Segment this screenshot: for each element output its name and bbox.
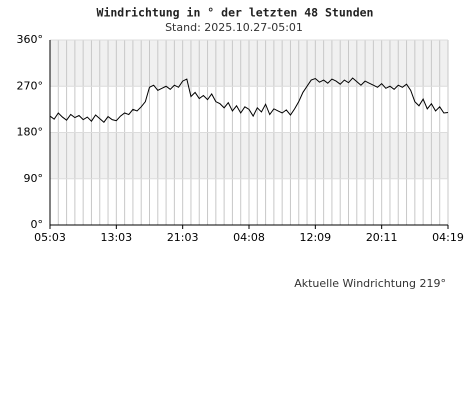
x-tick-label: 12:09 bbox=[299, 231, 331, 244]
x-tick-label: 13:03 bbox=[100, 231, 132, 244]
x-tick-label: 21:03 bbox=[167, 231, 199, 244]
y-tick-label: 180° bbox=[17, 126, 44, 139]
annotation: Aktuelle Windrichtung 219° bbox=[294, 277, 446, 290]
y-tick-label: 0° bbox=[31, 218, 44, 231]
y-tick-label: 360° bbox=[17, 33, 44, 46]
x-tick-label: 20:11 bbox=[366, 231, 398, 244]
data-line bbox=[49, 77, 449, 123]
x-tick-label: 05:03 bbox=[34, 231, 66, 244]
y-tick-label: 270° bbox=[17, 79, 44, 92]
chart-subtitle: Stand: 2025.10.27-05:01 bbox=[165, 21, 303, 34]
x-tick-label: 04:08 bbox=[233, 231, 265, 244]
chart-title: Windrichtung in ° der letzten 48 Stunden bbox=[97, 6, 374, 20]
y-tick-label: 90° bbox=[24, 172, 44, 185]
x-tick-label: 04:19 bbox=[432, 231, 464, 244]
